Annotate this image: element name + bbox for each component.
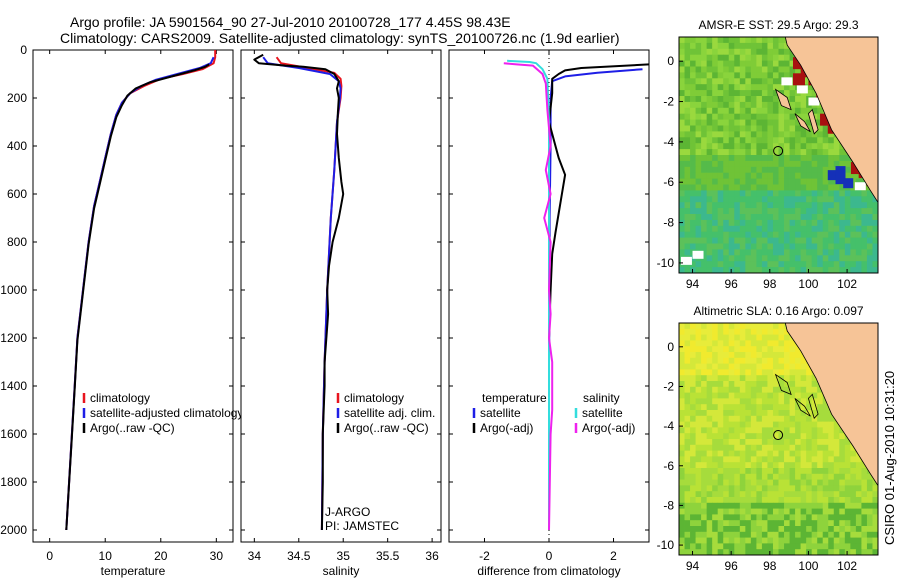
x-tick-label: 100 xyxy=(798,277,818,291)
y-tick-label: 1600 xyxy=(0,427,27,441)
x-tick-label: 35.5 xyxy=(376,549,400,563)
x-tick-label: 102 xyxy=(837,559,857,573)
sla-map-frame xyxy=(678,322,879,556)
legend-label: Argo(..raw -QC) xyxy=(90,421,175,435)
sst-map-frame xyxy=(678,36,879,274)
legend-label: Argo(-adj) xyxy=(480,421,533,435)
island xyxy=(794,398,811,417)
land-mass xyxy=(784,323,878,487)
y-tick-label: -2 xyxy=(663,379,674,393)
y-tick-label: -10 xyxy=(657,256,675,270)
y-tick-label: -10 xyxy=(657,538,675,552)
y-tick-label: 0 xyxy=(667,54,674,68)
x-tick-label: 34.5 xyxy=(287,549,311,563)
sla-map-field xyxy=(679,323,878,555)
series-line-salinity-argo-adj- xyxy=(503,62,554,531)
x-tick-label: 2 xyxy=(610,549,617,563)
x-tick-label: 96 xyxy=(724,277,738,291)
title-line-1: Argo profile: JA 5901564_90 27-Jul-2010 … xyxy=(70,14,511,30)
float-marker xyxy=(773,430,784,441)
y-tick-label: -4 xyxy=(663,419,674,433)
x-tick-label: 36 xyxy=(425,549,439,563)
x-tick-label: 34 xyxy=(248,549,262,563)
series-line-argo-raw-qc- xyxy=(65,63,210,531)
legend-label: satellite xyxy=(480,406,521,420)
legend-label: Argo(-adj) xyxy=(582,421,635,435)
x-tick-label: 100 xyxy=(798,559,818,573)
x-tick-label: 94 xyxy=(686,277,700,291)
annotation-pi: PI: JAMSTEC xyxy=(325,519,399,533)
y-tick-label: 1400 xyxy=(0,379,27,393)
series-line-argo-raw-qc- xyxy=(253,53,345,531)
sla-map-title: Altimetric SLA: 0.16 Argo: 0.097 xyxy=(693,304,863,318)
x-tick-label: 20 xyxy=(154,549,168,563)
x-tick-label: 96 xyxy=(724,559,738,573)
side-timestamp: CSIRO 01-Aug-2010 10:31:20 xyxy=(882,371,897,545)
y-tick-label: 2000 xyxy=(0,523,27,537)
y-tick-label: 600 xyxy=(7,187,27,201)
legend-label: Argo(..raw -QC) xyxy=(344,421,429,435)
legend-heading-salinity: salinity xyxy=(583,391,620,405)
y-tick-label: -4 xyxy=(663,135,674,149)
salinity-profile-xlabel: salinity xyxy=(323,564,360,578)
legend-label: climatology xyxy=(90,391,150,405)
legend-label: climatology xyxy=(344,391,404,405)
y-tick-label: 200 xyxy=(7,91,27,105)
legend-label: satellite adj. clim. xyxy=(344,406,435,420)
x-tick-label: 35 xyxy=(337,549,351,563)
land-mass xyxy=(784,37,878,204)
annotation-program: J-ARGO xyxy=(325,505,370,519)
island xyxy=(807,108,819,135)
legend-label: satellite-adjusted climatology xyxy=(90,406,243,420)
island xyxy=(794,113,811,133)
y-tick-label: 800 xyxy=(7,235,27,249)
sst-map-field xyxy=(679,37,878,273)
island xyxy=(774,88,792,111)
y-tick-label: -6 xyxy=(663,459,674,473)
y-tick-label: 0 xyxy=(667,340,674,354)
x-tick-label: 98 xyxy=(763,277,777,291)
y-tick-label: 1200 xyxy=(0,331,27,345)
island xyxy=(774,373,792,396)
sst-map-title: AMSR-E SST: 29.5 Argo: 29.3 xyxy=(698,18,858,32)
y-tick-label: 0 xyxy=(20,43,27,57)
legend-label: satellite xyxy=(582,406,623,420)
x-tick-label: 0 xyxy=(546,549,553,563)
x-tick-label: 102 xyxy=(837,277,857,291)
x-tick-label: 98 xyxy=(763,559,777,573)
legend-heading-temperature: temperature xyxy=(482,391,547,405)
title-line-2: Climatology: CARS2009. Satellite-adjuste… xyxy=(60,30,620,46)
y-tick-label: -8 xyxy=(663,216,674,230)
x-tick-label: -2 xyxy=(479,549,490,563)
y-tick-label: 1800 xyxy=(0,475,27,489)
temperature-profile-xlabel: temperature xyxy=(101,564,166,578)
float-marker xyxy=(773,145,784,156)
y-tick-label: 400 xyxy=(7,139,27,153)
y-tick-label: -2 xyxy=(663,95,674,109)
x-tick-label: 94 xyxy=(686,559,700,573)
island xyxy=(807,393,819,419)
x-tick-label: 30 xyxy=(210,549,224,563)
x-tick-label: 10 xyxy=(99,549,113,563)
y-tick-label: -8 xyxy=(663,498,674,512)
x-tick-label: 0 xyxy=(46,549,53,563)
temperature-profile-frame xyxy=(32,49,234,543)
y-tick-label: -6 xyxy=(663,175,674,189)
salinity-profile-frame xyxy=(240,49,442,543)
y-tick-label: 1000 xyxy=(0,283,27,297)
difference-profile-xlabel: difference from climatology xyxy=(477,564,620,578)
